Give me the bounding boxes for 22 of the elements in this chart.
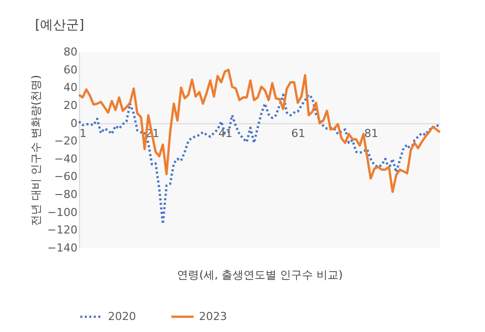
x-tick-label: 61 <box>291 126 306 140</box>
y-tick-label: 0 <box>70 116 78 130</box>
line-series <box>78 68 442 194</box>
y-tick-label: −80 <box>54 188 78 202</box>
y-tick-label: −100 <box>47 206 78 219</box>
y-tick-label: 80 <box>64 46 78 58</box>
y-tick-label: −40 <box>54 152 78 166</box>
y-tick-label: −60 <box>54 170 78 184</box>
y-axis-title: 전년 대비 인구수 변화량(천명) <box>29 74 42 226</box>
legend-label: 2023 <box>199 310 227 323</box>
y-tick-label: 20 <box>64 98 78 112</box>
y-tick-label: 40 <box>64 81 78 94</box>
line-series <box>78 94 442 226</box>
y-tick-label: −120 <box>47 224 78 237</box>
y-tick-label: −140 <box>47 242 78 254</box>
legend-label: 2020 <box>108 310 136 323</box>
y-tick-label: 60 <box>64 63 78 76</box>
y-tick-label: −20 <box>54 134 78 148</box>
x-axis-title: 연령(세, 출생연도별 인구수 비교) <box>177 268 343 282</box>
chart-title: [예산군] <box>35 18 84 33</box>
x-tick-label: 1 <box>80 126 86 140</box>
x-tick-label: 81 <box>364 126 378 140</box>
